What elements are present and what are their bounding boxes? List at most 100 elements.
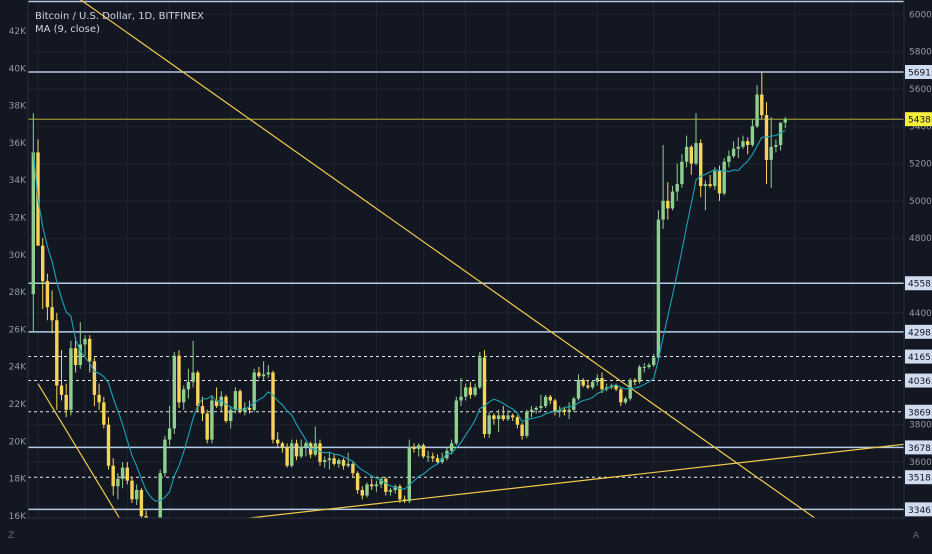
level-price-label: 3346.2 — [908, 506, 932, 516]
candle-body — [421, 445, 426, 457]
right-axis-tick-label: 3800.0 — [909, 421, 932, 431]
candle-body — [106, 424, 111, 466]
candle-body — [492, 415, 496, 420]
candle-body — [64, 394, 68, 410]
candle-body — [341, 460, 346, 466]
candle-body — [219, 396, 223, 407]
right-axis-tick-label: 5600.0 — [909, 85, 932, 95]
candle-body — [266, 372, 270, 375]
candle-body — [478, 357, 482, 388]
candle-body — [238, 391, 242, 412]
right-axis-tick-label: 4800.0 — [909, 234, 932, 244]
candle-body — [741, 141, 745, 147]
candle-body — [595, 378, 599, 382]
left-axis-tick-label: 42K — [9, 27, 27, 37]
candle-body — [703, 184, 708, 186]
candle-body — [92, 361, 97, 395]
candle-body — [388, 489, 393, 492]
candle-body — [252, 372, 256, 410]
candle-body — [553, 400, 557, 412]
candle-body — [229, 409, 233, 421]
candle-body — [177, 355, 181, 403]
right-axis-panel — [904, 0, 932, 550]
candle-body — [539, 406, 543, 408]
left-axis-tick-label: 32K — [9, 214, 27, 224]
candle-body — [384, 478, 388, 492]
candle-body — [548, 396, 552, 401]
candle-body — [402, 499, 407, 502]
candle-body — [699, 143, 703, 186]
right-axis-tick-label: 3600.0 — [909, 458, 932, 468]
candle-body — [520, 424, 524, 436]
candle-body — [567, 409, 571, 412]
candle-body — [633, 379, 637, 382]
auto-scale-button[interactable]: A — [913, 531, 920, 541]
moving-average-line — [32, 130, 786, 502]
candle-body — [88, 338, 92, 362]
candle-body — [529, 409, 534, 412]
candle-body — [666, 200, 670, 209]
candle-body — [125, 467, 129, 481]
candle-body — [73, 348, 78, 366]
candle-body — [182, 389, 186, 403]
level-price-label: 3869.4 — [908, 408, 932, 418]
candle-body — [459, 396, 463, 401]
level-price-box — [905, 502, 932, 517]
candle-body — [271, 372, 275, 440]
left-axis-tick-label: 28K — [9, 288, 27, 298]
candle-body — [398, 486, 402, 500]
level-price-label: 4298.0 — [908, 328, 932, 338]
candle-body — [172, 355, 176, 429]
candle-body — [449, 443, 454, 451]
right-axis-tick-label: 5400.0 — [909, 122, 932, 132]
candle-body — [346, 463, 350, 466]
candle-body — [120, 467, 125, 479]
candle-body — [83, 338, 87, 345]
candle-body — [280, 443, 285, 448]
candle-body — [214, 400, 219, 407]
candle-body — [45, 281, 50, 308]
candle-body — [600, 378, 604, 390]
candle-body — [713, 171, 717, 186]
current-price-label: 5438.3 — [908, 116, 932, 126]
candle-body — [130, 480, 134, 500]
left-axis-panel — [0, 0, 28, 518]
candle-body — [78, 344, 82, 366]
candle-body — [576, 379, 581, 399]
candle-body — [623, 398, 628, 403]
candle-body — [628, 379, 632, 399]
left-axis-tick-label: 18K — [9, 475, 27, 485]
candle-body — [393, 486, 397, 490]
right-axis-tick-label: 5000.0 — [909, 197, 932, 207]
candle-body — [440, 458, 444, 463]
candle-body — [586, 385, 590, 388]
candle-body — [327, 458, 332, 461]
candle-body — [778, 122, 783, 145]
level-price-box — [905, 349, 932, 364]
right-axis-tick-label: 6000.0 — [909, 10, 932, 20]
candle-body — [370, 484, 374, 487]
right-axis-tick-label: 5200.0 — [909, 160, 932, 170]
candle-body — [97, 394, 101, 403]
candle-body — [614, 385, 618, 390]
candle-body — [581, 379, 585, 386]
level-price-box — [905, 404, 932, 419]
candle-body — [167, 428, 172, 440]
candle-body — [304, 443, 308, 448]
candle-body — [299, 447, 303, 457]
candle-body — [670, 191, 675, 209]
timezone-button[interactable]: Z — [8, 531, 15, 541]
candle-body — [290, 443, 294, 466]
level-price-label: 5691.2 — [908, 69, 932, 79]
candle-body — [482, 357, 487, 435]
candle-body — [684, 146, 689, 162]
candle-body — [186, 381, 191, 390]
candle-body — [360, 489, 364, 496]
level-price-label: 4558.6 — [908, 280, 932, 290]
candle-body — [746, 141, 750, 145]
left-axis-tick-label: 26K — [9, 325, 27, 335]
candle-body — [102, 402, 106, 425]
left-axis-tick-label: 22K — [9, 400, 27, 410]
